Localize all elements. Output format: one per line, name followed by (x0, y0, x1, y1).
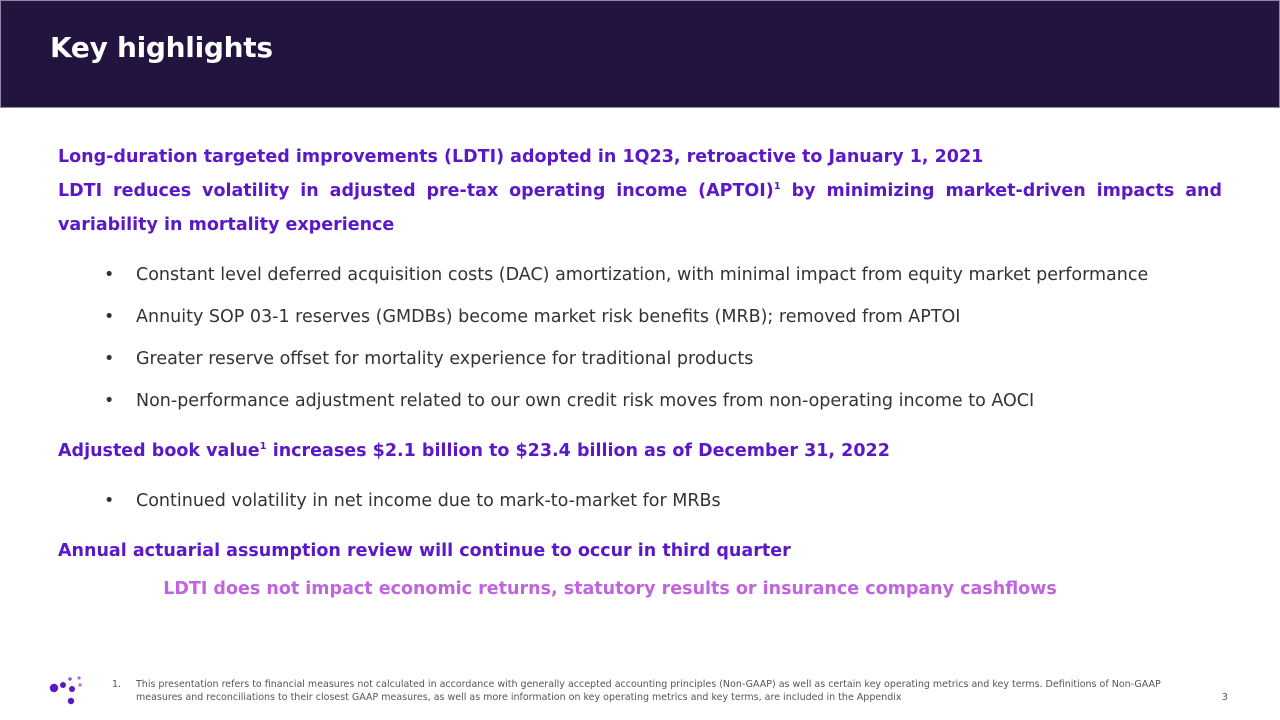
logo-dot (49, 683, 59, 693)
logo-dot (77, 676, 81, 680)
callout-ldti-no-impact: LDTI does not impact economic returns, s… (163, 579, 1057, 599)
logo-dot (69, 686, 75, 692)
highlight-book-value-text-a: Adjusted book value (58, 441, 260, 461)
highlight-ldti-adoption: Long-duration targeted improvements (LDT… (58, 147, 984, 167)
footnote-number: 1. (112, 679, 122, 690)
bullet-list-ldti: • Constant level deferred acquisition co… (58, 258, 1222, 418)
logo-dot (68, 677, 72, 681)
bullet-icon: • (104, 349, 115, 369)
highlight-ldti-volatility-text-a: LDTI reduces volatility in adjusted pre-… (58, 181, 774, 201)
footnote-text: This presentation refers to financial me… (136, 679, 1161, 703)
bullet-icon: • (104, 265, 115, 285)
page-number: 3 (1221, 692, 1228, 703)
slide-content: Long-duration targeted improvements (LDT… (58, 140, 1222, 604)
highlight-ldti-volatility-text-b: by minimizing market-driven impacts and … (58, 181, 1222, 235)
list-item-text: Constant level deferred acquisition cost… (136, 265, 1149, 285)
list-item: • Constant level deferred acquisition co… (58, 258, 1222, 292)
list-item-text: Annuity SOP 03-1 reserves (GMDBs) become… (136, 307, 961, 327)
logo-dot (78, 683, 82, 687)
list-item: • Greater reserve offset for mortality e… (58, 342, 1222, 376)
highlight-ldti-volatility: LDTI reduces volatility in adjusted pre-… (58, 174, 1222, 242)
list-item-text: Non-performance adjustment related to ou… (136, 391, 1035, 411)
bullet-icon: • (104, 307, 115, 327)
list-item: • Annuity SOP 03-1 reserves (GMDBs) beco… (58, 300, 1222, 334)
list-item-text: Continued volatility in net income due t… (136, 491, 721, 511)
footnote-ref: 1 (773, 181, 781, 193)
highlight-adjusted-book-value: Adjusted book value1 increases $2.1 bill… (58, 434, 1222, 468)
bullet-icon: • (104, 391, 115, 411)
logo-dot (60, 682, 66, 688)
list-item: • Continued volatility in net income due… (58, 484, 1222, 518)
bullet-icon: • (104, 491, 115, 511)
list-item: • Non-performance adjustment related to … (58, 384, 1222, 418)
footnote-ref: 1 (259, 441, 267, 453)
logo-dot (67, 697, 75, 705)
slide-header: Key highlights (0, 0, 1280, 108)
bullet-list-book-value: • Continued volatility in net income due… (58, 484, 1222, 518)
highlight-assumption-review: Annual actuarial assumption review will … (58, 541, 791, 561)
highlight-book-value-text-b: increases $2.1 billion to $23.4 billion … (266, 441, 890, 461)
list-item-text: Greater reserve offset for mortality exp… (136, 349, 754, 369)
footnote: 1. This presentation refers to financial… (112, 678, 1182, 704)
dots-logo-icon (49, 676, 82, 705)
slide-title: Key highlights (50, 31, 273, 64)
